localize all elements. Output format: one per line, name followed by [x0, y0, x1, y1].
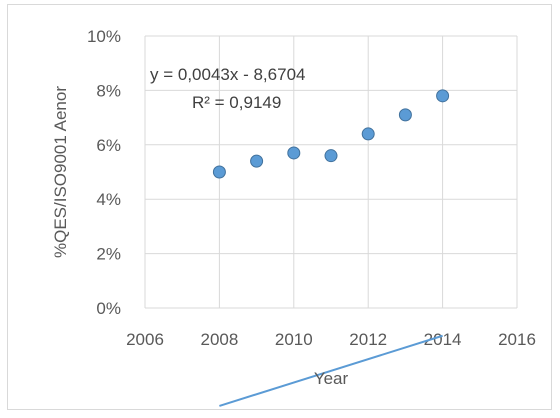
y-tick-label: 8%: [96, 81, 121, 100]
y-tick-label: 10%: [87, 27, 121, 46]
data-point: [436, 89, 450, 103]
gridlines: [144, 35, 518, 309]
data-point: [361, 127, 375, 141]
trendline-equation: y = 0,0043x - 8,6704: [150, 65, 305, 84]
x-tick-label: 2008: [200, 330, 238, 349]
data-point: [212, 165, 226, 179]
data-points: [212, 89, 450, 179]
trendline: [219, 334, 443, 407]
data-point: [287, 146, 301, 160]
chart-area: [7, 4, 552, 410]
x-axis-title: Year: [314, 369, 349, 388]
trendline-r-squared: R² = 0,9149: [192, 93, 281, 112]
x-tick-label: 2014: [424, 330, 462, 349]
x-tick-label: 2016: [498, 330, 536, 349]
x-tick-label: 2006: [126, 330, 164, 349]
data-point: [398, 108, 412, 122]
data-point: [324, 149, 338, 163]
x-tick-label: 2012: [349, 330, 387, 349]
y-axis-title: %QES/ISO9001 Aenor: [51, 86, 70, 258]
y-tick-label: 4%: [96, 190, 121, 209]
tick-labels: 0% 2% 4% 6% 8% 10% 2006 2008 2010 2012 2014 2016: [87, 27, 536, 349]
data-point: [250, 154, 264, 168]
y-tick-label: 6%: [96, 136, 121, 155]
y-tick-label: 2%: [96, 245, 121, 264]
x-tick-label: 2010: [275, 330, 313, 349]
y-tick-label: 0%: [96, 299, 121, 318]
